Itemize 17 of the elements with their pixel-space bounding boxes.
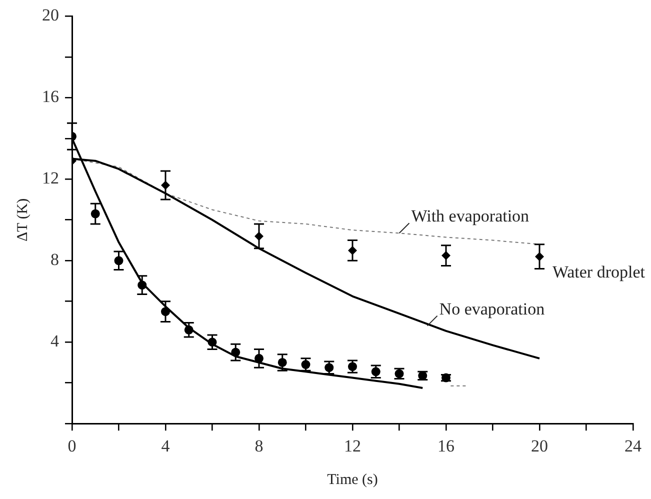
x-tick-label: 24 xyxy=(624,436,642,456)
y-axis-title: ΔT (K) xyxy=(14,198,31,242)
y-tick-label: 12 xyxy=(42,168,59,188)
x-tick-label: 4 xyxy=(161,436,170,456)
x-tick-label: 8 xyxy=(254,436,264,456)
x-axis-title: Time (s) xyxy=(327,472,378,488)
x-tick-label: 20 xyxy=(531,436,548,456)
annotation: With evaporation xyxy=(411,206,530,226)
x-tick-label: 12 xyxy=(344,436,361,456)
y-tick-label: 20 xyxy=(42,6,59,25)
y-tick-label: 8 xyxy=(50,250,59,270)
y-tick-label: 4 xyxy=(50,332,60,351)
annotation: No evaporation xyxy=(439,299,546,318)
annotation: Water droplet xyxy=(552,262,646,282)
y-tick-label: 16 xyxy=(42,87,59,106)
x-tick-label: 16 xyxy=(438,436,454,456)
x-tick-label: 0 xyxy=(68,436,76,456)
